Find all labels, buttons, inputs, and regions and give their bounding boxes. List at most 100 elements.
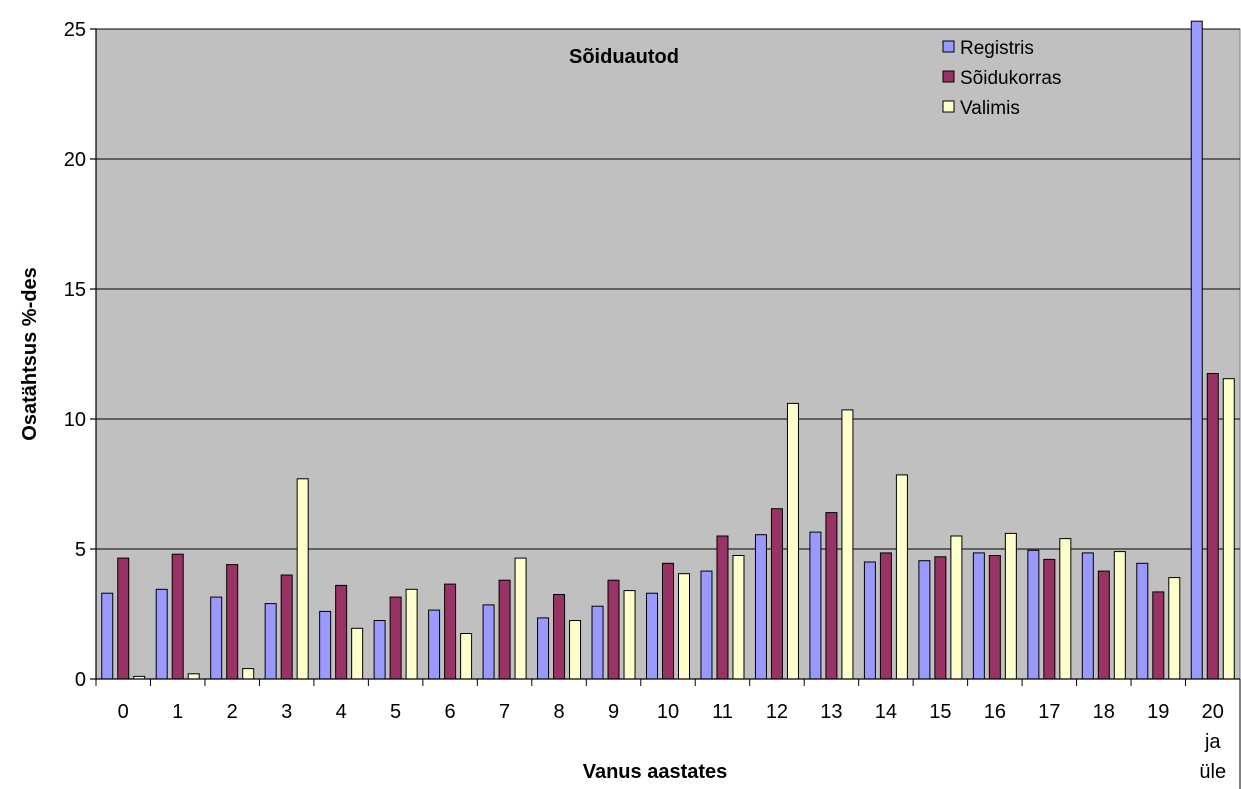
bar-valimis-14 — [895, 474, 908, 680]
bar-registris-18 — [1081, 552, 1094, 680]
bar-registris-9 — [591, 605, 604, 680]
bar-registris-12 — [754, 534, 767, 680]
bar-registris-20 — [1190, 20, 1203, 680]
y-tick-label: 15 — [64, 279, 86, 301]
bar-registris-10 — [646, 592, 658, 680]
x-tick-label: 20 — [1202, 701, 1224, 723]
bar-valimis-19 — [1168, 577, 1181, 680]
bar-valimis-18 — [1113, 551, 1126, 680]
bar-registris-14 — [863, 561, 876, 680]
bar-s-idukorras-0 — [117, 557, 130, 680]
bar-valimis-6 — [460, 633, 473, 680]
bar-s-idukorras-6 — [444, 583, 457, 680]
bar-valimis-17 — [1059, 538, 1072, 680]
x-tick-label: 4 — [336, 701, 347, 723]
bar-valimis-9 — [623, 590, 636, 680]
bar-registris-0 — [101, 592, 114, 680]
x-tick-label: 18 — [1093, 701, 1115, 723]
x-tick-label: 13 — [820, 701, 842, 723]
bar-s-idukorras-5 — [389, 596, 402, 680]
bar-registris-19 — [1136, 562, 1149, 680]
y-tick-label: 10 — [64, 409, 86, 431]
y-axis-title: Osatähtsus %-des — [19, 267, 41, 440]
bar-registris-1 — [155, 588, 168, 680]
bar-registris-17 — [1027, 549, 1040, 680]
legend-swatch — [942, 40, 955, 53]
bar-valimis-1 — [187, 673, 200, 680]
x-tick-label: 8 — [553, 701, 564, 723]
bar-s-idukorras-10 — [662, 562, 674, 680]
bar-valimis-15 — [950, 535, 963, 680]
bar-s-idukorras-7 — [498, 579, 511, 680]
y-tick-label: 20 — [64, 149, 86, 171]
bars — [101, 20, 1235, 680]
bar-s-idukorras-1 — [171, 553, 184, 680]
bar-registris-11 — [700, 570, 713, 680]
bar-valimis-3 — [296, 478, 309, 680]
legend-swatch — [942, 70, 955, 83]
bar-s-idukorras-11 — [716, 535, 729, 680]
bar-valimis-12 — [786, 402, 799, 680]
bar-valimis-13 — [841, 409, 854, 680]
bar-s-idukorras-14 — [879, 552, 892, 680]
bar-registris-8 — [537, 617, 550, 680]
bar-valimis-7 — [514, 557, 527, 680]
x-tick-label: 1 — [172, 701, 183, 723]
x-tick-label: 14 — [875, 701, 897, 723]
bar-registris-13 — [809, 531, 822, 680]
bar-s-idukorras-3 — [280, 574, 293, 680]
legend-label: Registris — [960, 38, 1034, 59]
x-tick-label: 6 — [445, 701, 456, 723]
x-tick-label: 19 — [1147, 701, 1169, 723]
gridlines — [96, 28, 1240, 550]
bar-registris-15 — [918, 560, 931, 680]
bar-s-idukorras-17 — [1043, 558, 1056, 680]
x-tick-label: 7 — [499, 701, 510, 723]
bar-valimis-8 — [569, 620, 582, 680]
legend-label: Sõidukorras — [960, 68, 1061, 89]
bar-registris-5 — [373, 620, 386, 680]
x-tick-label: 0 — [118, 701, 129, 723]
legend: Registris Sõidukorras Valimis — [942, 38, 1061, 119]
x-tick-label: 17 — [1038, 701, 1060, 723]
y-tick-label: 0 — [75, 669, 86, 691]
x-tick-label: ja — [1204, 731, 1221, 753]
y-axis-ticks: 0 5 10 15 20 25 — [64, 19, 97, 691]
bar-registris-2 — [210, 596, 223, 680]
bar-valimis-4 — [351, 627, 364, 680]
x-tick-label: 11 — [712, 701, 733, 723]
x-tick-label: 9 — [608, 701, 619, 723]
bar-valimis-2 — [242, 668, 255, 680]
bar-s-idukorras-20 — [1206, 373, 1219, 680]
bar-s-idukorras-13 — [825, 512, 838, 680]
x-tick-label: 2 — [227, 701, 238, 723]
bar-registris-7 — [482, 604, 495, 680]
bar-registris-16 — [972, 552, 985, 680]
bar-s-idukorras-16 — [988, 555, 1001, 680]
bar-s-idukorras-4 — [335, 584, 348, 680]
chart-title: Sõiduautod — [569, 46, 679, 68]
x-tick-label: üle — [1199, 761, 1226, 783]
x-axis-title: Vanus aastates — [583, 761, 728, 783]
x-tick-label: 10 — [657, 701, 679, 723]
legend-label: Valimis — [960, 98, 1020, 119]
bar-s-idukorras-19 — [1152, 591, 1165, 680]
bar-valimis-10 — [678, 573, 690, 680]
bar-registris-3 — [264, 603, 277, 680]
x-tick-label: 5 — [390, 701, 401, 723]
y-tick-label: 25 — [64, 19, 86, 41]
bar-s-idukorras-12 — [770, 508, 783, 680]
bar-valimis-20 — [1222, 378, 1235, 680]
bar-s-idukorras-9 — [607, 579, 620, 680]
y-tick-label: 5 — [75, 539, 86, 561]
x-tick-label: 3 — [281, 701, 292, 723]
bar-s-idukorras-18 — [1097, 570, 1110, 680]
bar-valimis-16 — [1004, 532, 1017, 680]
x-tick-label: 15 — [929, 701, 951, 723]
bar-registris-6 — [428, 609, 441, 680]
bar-valimis-11 — [732, 555, 745, 680]
x-tick-label: 16 — [984, 701, 1006, 723]
bar-s-idukorras-15 — [934, 556, 947, 680]
bar-valimis-5 — [405, 588, 418, 680]
